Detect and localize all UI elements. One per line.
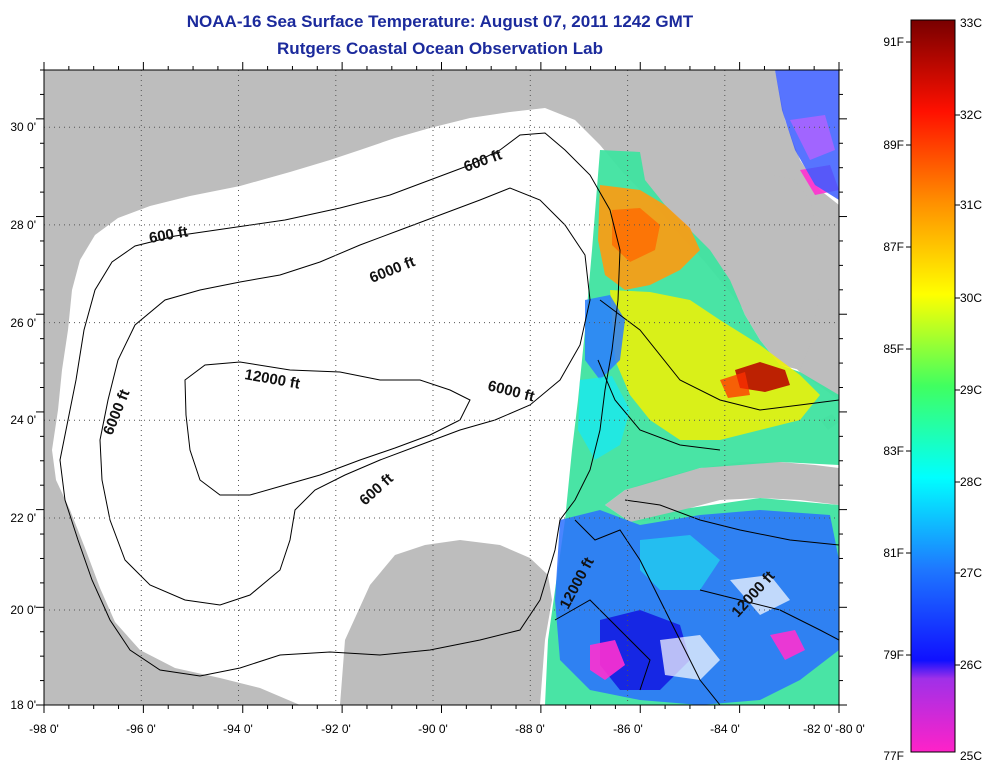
x-tick-label: -80 0' <box>835 722 865 736</box>
celsius-label: 29C <box>960 383 982 397</box>
x-tick-label: -94 0' <box>223 722 253 736</box>
colorbar-fahrenheit-labels: 91F 89F 87F 85F 83F 81F 79F 77F <box>883 35 904 763</box>
y-tick-label: 28 0' <box>10 218 36 232</box>
y-tick-label: 20 0' <box>10 603 36 617</box>
x-tick-label: -82 0' <box>803 722 833 736</box>
x-tick-label: -96 0' <box>126 722 156 736</box>
yucatan-peninsula <box>340 540 552 705</box>
celsius-label: 32C <box>960 108 982 122</box>
celsius-label: 28C <box>960 475 982 489</box>
fahrenheit-label: 77F <box>883 749 904 763</box>
y-tick-label: 18 0' <box>10 698 36 712</box>
fahrenheit-label: 81F <box>883 546 904 560</box>
contour-12000ft <box>184 361 471 496</box>
cuba-island <box>605 462 839 522</box>
map-subtitle: Rutgers Coastal Ocean Observation Lab <box>277 39 603 58</box>
fahrenheit-label: 79F <box>883 648 904 662</box>
fahrenheit-label: 91F <box>883 35 904 49</box>
celsius-label: 33C <box>960 16 982 30</box>
fahrenheit-label: 87F <box>883 240 904 254</box>
map-title: NOAA-16 Sea Surface Temperature: August … <box>186 12 694 31</box>
celsius-label: 30C <box>960 291 982 305</box>
x-tick-label: -86 0' <box>613 722 643 736</box>
x-tick-label: -84 0' <box>710 722 740 736</box>
contour-6000ft <box>99 187 591 606</box>
y-tick-label: 22 0' <box>10 511 36 525</box>
celsius-label: 27C <box>960 566 982 580</box>
y-tick-label: 24 0' <box>10 413 36 427</box>
celsius-label: 26C <box>960 658 982 672</box>
contour-600ft-north <box>59 132 621 677</box>
colorbar-celsius-labels: 33C 32C 31C 30C 29C 28C 27C 26C 25C <box>960 16 982 763</box>
florida-peninsula <box>640 150 820 370</box>
fahrenheit-label: 83F <box>883 444 904 458</box>
celsius-label: 25C <box>960 749 982 763</box>
x-tick-label: -92 0' <box>321 722 351 736</box>
x-tick-label: -98 0' <box>29 722 59 736</box>
y-tick-label: 26 0' <box>10 316 36 330</box>
x-tick-label: -90 0' <box>418 722 448 736</box>
celsius-label: 31C <box>960 198 982 212</box>
fahrenheit-label: 89F <box>883 138 904 152</box>
x-axis: -98 0' -96 0' -94 0' -92 0' -90 0' -88 0… <box>29 722 865 736</box>
fahrenheit-label: 85F <box>883 342 904 356</box>
contour-label: 600 ft <box>148 223 190 247</box>
y-tick-label: 30 0' <box>10 120 36 134</box>
y-axis: 30 0' 28 0' 26 0' 24 0' 22 0' 20 0' 18 0… <box>10 120 36 712</box>
colorbar <box>910 19 956 753</box>
x-tick-label: -88 0' <box>515 722 545 736</box>
